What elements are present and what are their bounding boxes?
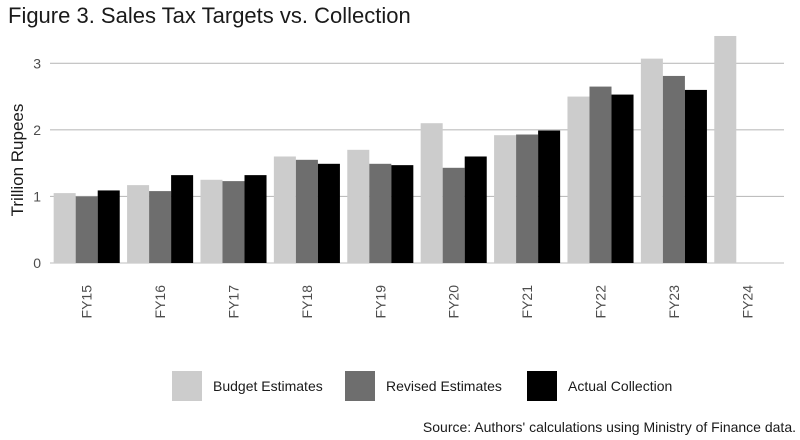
bar [222, 181, 245, 263]
bar [347, 149, 370, 263]
bar [53, 193, 76, 263]
bar [516, 134, 539, 263]
legend-label-budget: Budget Estimates [213, 378, 323, 394]
bar [611, 94, 634, 264]
bar [538, 130, 561, 263]
bar [494, 135, 517, 263]
x-tick-label: FY22 [593, 285, 609, 319]
x-tick-label: FY18 [299, 285, 315, 319]
bar [567, 96, 590, 263]
y-tick-label: 1 [33, 188, 41, 204]
bar [295, 159, 318, 263]
legend-key-actual [527, 371, 557, 401]
bar [662, 75, 685, 263]
bar [171, 175, 194, 263]
bar [273, 156, 296, 263]
x-tick-label: FY23 [666, 285, 682, 319]
bar [369, 163, 392, 263]
y-tick-label: 3 [33, 55, 41, 71]
chart-title: Figure 3. Sales Tax Targets vs. Collecti… [8, 3, 411, 28]
legend-key-budget [172, 371, 202, 401]
bar [391, 165, 414, 263]
bar [317, 163, 340, 263]
x-tick-label: FY16 [152, 285, 168, 319]
bar [714, 35, 737, 264]
bar [149, 191, 172, 263]
x-tick-label: FY19 [372, 285, 388, 319]
bar [75, 196, 98, 263]
bar [200, 179, 223, 263]
legend-item-budget: Budget Estimates [172, 370, 323, 402]
x-tick-label: FY15 [79, 285, 95, 319]
legend-label-actual: Actual Collection [568, 378, 673, 394]
legend-label-revised: Revised Estimates [386, 378, 502, 394]
bar [127, 185, 150, 263]
source-note: Source: Authors' calculations using Mini… [422, 419, 796, 435]
bar [97, 190, 120, 263]
x-tick-label: FY20 [446, 285, 462, 319]
bar [464, 156, 487, 263]
bar [589, 86, 612, 263]
y-tick-label: 0 [33, 255, 41, 271]
chart-legend: Budget Estimates Revised Estimates Actua… [0, 370, 800, 402]
bar [420, 123, 443, 263]
x-tick-label: FY21 [519, 285, 535, 319]
bar [244, 175, 267, 263]
y-tick-label: 2 [33, 122, 41, 138]
x-tick-label: FY17 [226, 285, 242, 319]
legend-key-revised [345, 371, 375, 401]
legend-item-revised: Revised Estimates [345, 370, 502, 402]
bar [442, 167, 465, 263]
bar [684, 89, 707, 264]
bar-chart: 0 1 2 3 FY15 FY16 FY17 FY18 FY19 FY20 FY21 FY22 FY23… [33, 35, 784, 319]
legend-item-actual: Actual Collection [527, 370, 672, 402]
bar [640, 58, 663, 263]
x-tick-label: FY24 [739, 285, 755, 319]
